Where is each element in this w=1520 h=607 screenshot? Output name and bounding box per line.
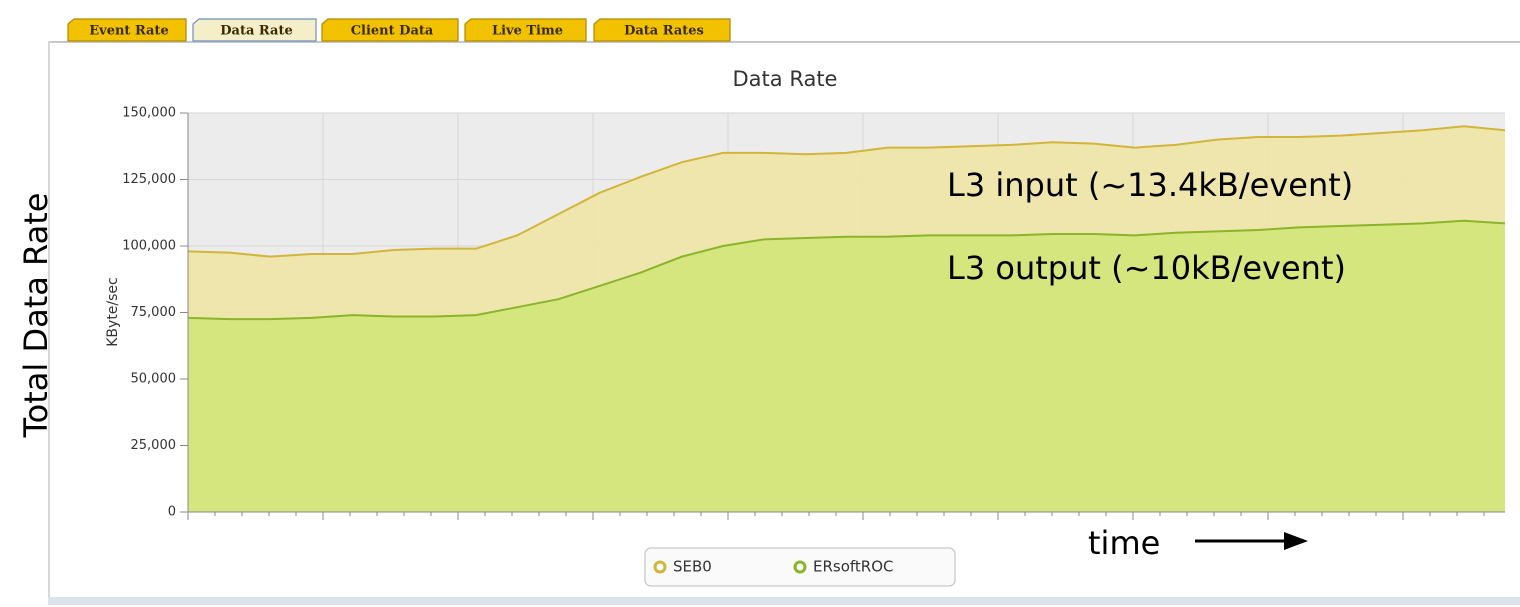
y-tick-label: 125,000 [122,172,176,187]
legend-marker [653,560,667,574]
y-axis-label: KByte/sec [105,277,121,347]
y-tick-label: 0 [168,505,176,520]
y-tick-label: 150,000 [122,106,176,121]
side-label: Total Data Rate [17,193,55,439]
tab[interactable]: Data Rates [593,18,731,42]
arrow-head [1284,532,1308,550]
tab-label: Client Data [351,24,434,39]
tab-shape [464,18,587,42]
annotation: L3 input (~13.4kB/event) [947,166,1353,204]
series-line [187,219,1506,321]
panel-left [48,41,50,597]
panel-bottom [48,597,1520,605]
plot: 0 25,000 50,000 75,000 100,000 125,000 150,000 [122,106,1506,520]
area-fill [188,220,1505,513]
legend-label: SEB0 [673,558,712,576]
legend-box [644,547,956,587]
tab-label: Data Rates [624,24,704,39]
tab-shape [593,18,731,42]
panel-top [48,41,1520,43]
tab[interactable]: Event Rate [67,18,187,42]
tab[interactable]: Data Rate [192,18,317,42]
legend: SEB0 ERsoftROC [653,558,894,576]
y-tick-label: 50,000 [131,372,177,387]
tab-shape [321,18,459,42]
tab-label: Event Rate [89,24,169,39]
tab-shape [67,18,187,42]
tab-label: Live Time [492,24,563,39]
series-line [187,125,1506,258]
tab-shape [192,18,317,42]
tab[interactable]: Client Data [321,18,459,42]
legend-label: ERsoftROC [813,558,894,576]
tab[interactable]: Live Time [464,18,587,42]
chart-title: Data Rate [733,67,838,91]
legend-marker [793,560,807,574]
y-tick-label: 25,000 [131,438,177,453]
tab-label: Data Rate [220,24,292,39]
y-tick-label: 100,000 [122,239,176,254]
tabs: Event Rate Data Rate Client Data Live Time D… [67,18,731,42]
annotation: L3 output (~10kB/event) [947,249,1346,287]
y-tick-label: 75,000 [131,305,177,320]
annotation: time [1088,524,1160,562]
